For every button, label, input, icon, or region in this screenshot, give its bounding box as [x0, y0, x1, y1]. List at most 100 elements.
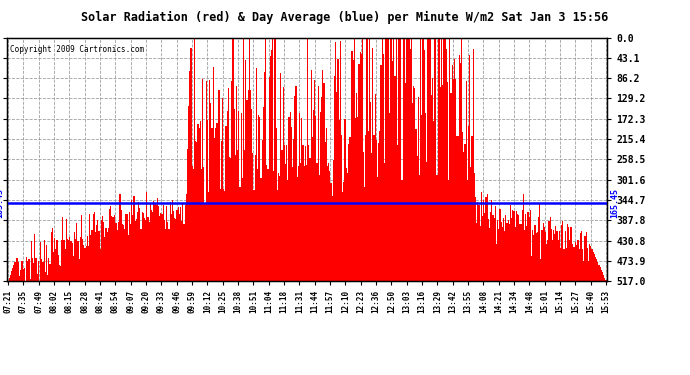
Bar: [84, 248, 86, 281]
Bar: [441, 38, 442, 281]
Bar: [119, 194, 121, 281]
Bar: [9, 278, 10, 281]
Bar: [447, 82, 448, 281]
Bar: [473, 49, 474, 281]
Bar: [165, 229, 166, 281]
Bar: [446, 49, 447, 281]
Bar: [349, 137, 351, 281]
Bar: [287, 180, 288, 281]
Bar: [326, 128, 327, 281]
Bar: [262, 140, 263, 281]
Bar: [12, 268, 13, 281]
Bar: [464, 144, 466, 281]
Bar: [186, 194, 187, 281]
Bar: [552, 240, 553, 281]
Bar: [235, 155, 236, 281]
Bar: [299, 112, 300, 281]
Bar: [16, 258, 17, 281]
Bar: [456, 136, 457, 281]
Bar: [70, 242, 72, 281]
Bar: [380, 64, 382, 281]
Bar: [538, 217, 539, 281]
Bar: [365, 135, 366, 281]
Bar: [90, 235, 91, 281]
Bar: [545, 232, 546, 281]
Bar: [523, 194, 524, 281]
Bar: [270, 57, 271, 281]
Bar: [88, 246, 89, 281]
Bar: [475, 197, 476, 281]
Bar: [371, 153, 373, 281]
Bar: [319, 176, 320, 281]
Bar: [197, 124, 199, 281]
Bar: [493, 218, 495, 281]
Bar: [112, 217, 114, 281]
Bar: [297, 166, 299, 281]
Bar: [133, 196, 135, 281]
Bar: [539, 203, 540, 281]
Bar: [378, 144, 380, 281]
Bar: [258, 114, 259, 281]
Bar: [486, 194, 488, 281]
Bar: [356, 93, 357, 281]
Bar: [157, 198, 158, 281]
Bar: [366, 38, 368, 281]
Bar: [343, 182, 344, 281]
Bar: [271, 50, 272, 281]
Bar: [282, 150, 283, 281]
Bar: [400, 38, 402, 281]
Bar: [562, 221, 564, 281]
Bar: [308, 145, 309, 281]
Bar: [335, 42, 336, 281]
Bar: [23, 268, 25, 281]
Bar: [138, 202, 139, 281]
Bar: [123, 225, 124, 281]
Bar: [468, 126, 469, 281]
Bar: [426, 162, 427, 281]
Bar: [388, 112, 390, 281]
Bar: [584, 236, 586, 281]
Bar: [417, 97, 419, 281]
Bar: [177, 207, 179, 281]
Bar: [82, 239, 83, 281]
Bar: [483, 200, 484, 281]
Bar: [560, 248, 561, 281]
Bar: [188, 106, 189, 281]
Bar: [469, 55, 471, 281]
Bar: [140, 229, 141, 281]
Bar: [448, 180, 449, 281]
Bar: [302, 145, 304, 281]
Bar: [530, 210, 531, 281]
Bar: [83, 245, 84, 281]
Bar: [588, 261, 589, 281]
Bar: [144, 218, 145, 281]
Bar: [593, 252, 594, 281]
Bar: [546, 244, 547, 281]
Bar: [484, 213, 485, 281]
Bar: [495, 206, 496, 281]
Bar: [460, 63, 461, 281]
Bar: [509, 224, 510, 281]
Bar: [96, 225, 97, 281]
Bar: [160, 213, 161, 281]
Bar: [312, 136, 313, 281]
Bar: [600, 267, 601, 281]
Bar: [439, 38, 440, 281]
Bar: [368, 130, 369, 281]
Bar: [141, 211, 143, 281]
Bar: [595, 257, 596, 281]
Bar: [256, 69, 257, 281]
Bar: [369, 38, 370, 281]
Bar: [512, 210, 513, 281]
Bar: [137, 211, 138, 281]
Bar: [342, 192, 343, 281]
Bar: [485, 197, 486, 281]
Bar: [292, 167, 293, 281]
Bar: [250, 90, 251, 281]
Bar: [553, 230, 554, 281]
Bar: [508, 220, 509, 281]
Bar: [557, 231, 558, 281]
Bar: [114, 215, 115, 281]
Bar: [264, 72, 265, 281]
Bar: [376, 140, 377, 281]
